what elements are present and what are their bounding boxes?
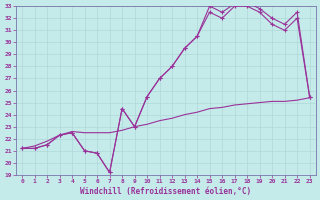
X-axis label: Windchill (Refroidissement éolien,°C): Windchill (Refroidissement éolien,°C) [80,187,252,196]
